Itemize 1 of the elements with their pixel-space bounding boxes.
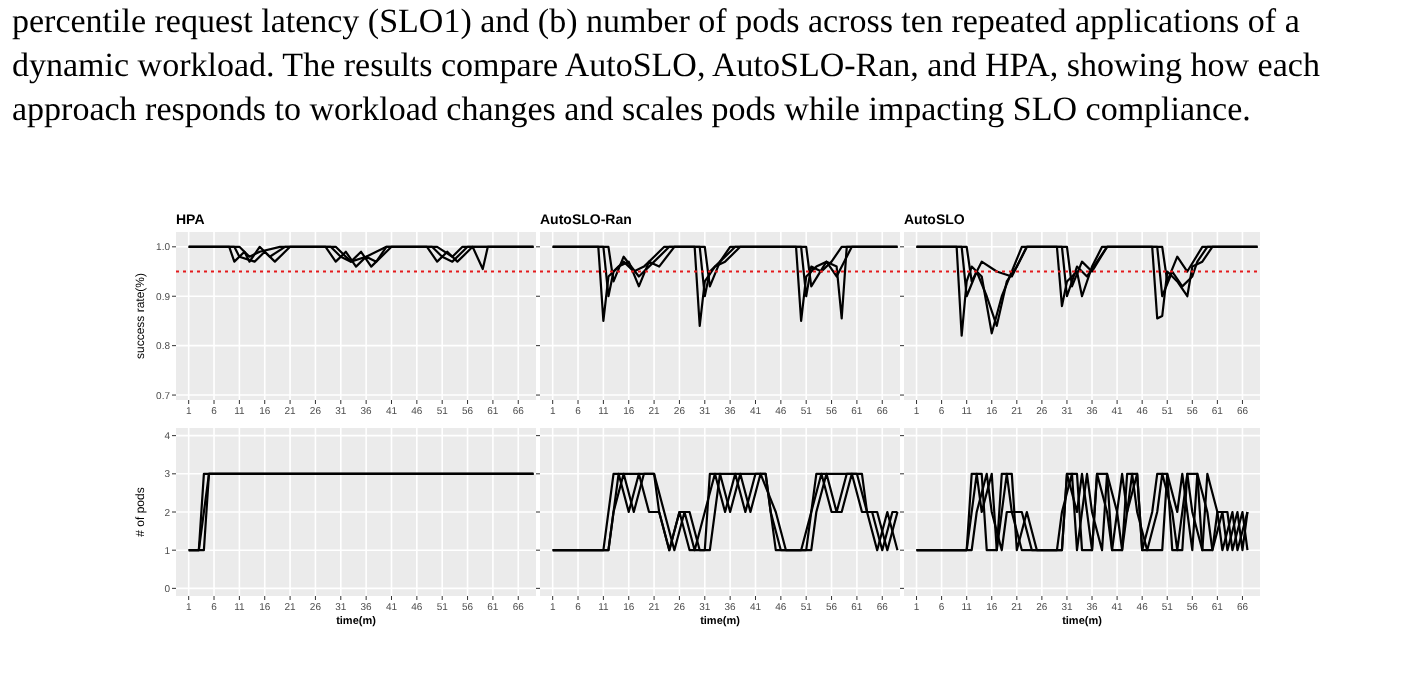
text: percentile request latency (SLO1) and (b) number of pods across ten repeated applications of a dynamic workload. The results compare AutoSLO, AutoSLO-Ran, and HPA, showing how each approach responds to workload changes and scales pods while impacting SLO compliance. xyxy=(12,2,1321,128)
